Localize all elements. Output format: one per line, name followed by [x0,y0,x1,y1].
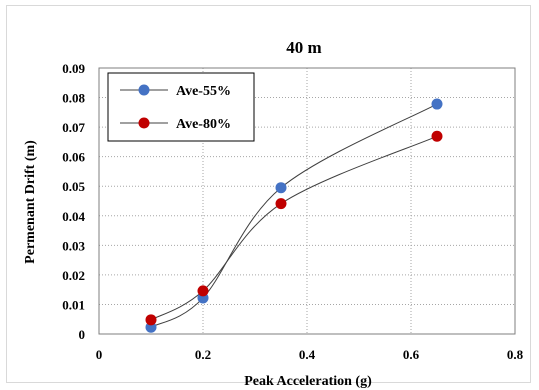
x-tick-label: 0 [96,347,103,362]
x-tick-label: 0.2 [195,347,211,362]
series-line-1 [150,103,438,328]
y-tick-label: 0.09 [62,61,85,76]
series-1-point [275,182,287,194]
y-tick-label: 0.02 [62,268,85,283]
legend-marker [138,117,150,129]
x-tick-label: 0.4 [299,347,316,362]
series-2-point [197,285,209,297]
series-layer [145,98,443,333]
series-2-point [431,130,443,142]
chart-title: 40 m [286,38,321,57]
y-tick-labels: 0 0.01 0.02 0.03 0.04 0.05 0.06 0.07 0.08 0.09 [62,61,85,342]
y-tick-label: 0.05 [62,179,85,194]
x-tick-labels: 0 0.2 0.4 0.6 0.8 [96,347,524,362]
legend-marker [138,84,150,96]
x-tick-label: 0.8 [507,347,524,362]
series-1-point [431,98,443,110]
plot-area [98,67,516,335]
y-tick-label: 0.06 [62,150,85,165]
legend-box [107,72,255,142]
y-tick-label: 0 [79,327,86,342]
legend-label: Ave-80% [176,117,231,132]
y-tick-label: 0.04 [62,209,85,224]
y-axis-label: Permenant Drift (m) [23,140,38,264]
x-tick-label: 0.6 [403,347,420,362]
x-axis-label: Peak Acceleration (g) [244,374,372,389]
y-tick-label: 0.01 [62,297,85,312]
y-tick-label: 0.08 [62,91,85,106]
series-2-point [275,198,287,210]
y-tick-label: 0.03 [62,238,85,253]
series-line-2 [150,135,438,321]
series-2-point [145,314,157,326]
y-tick-label: 0.07 [62,120,85,135]
legend: Ave-55% Ave-80% [107,72,255,142]
legend-label: Ave-55% [176,84,231,99]
